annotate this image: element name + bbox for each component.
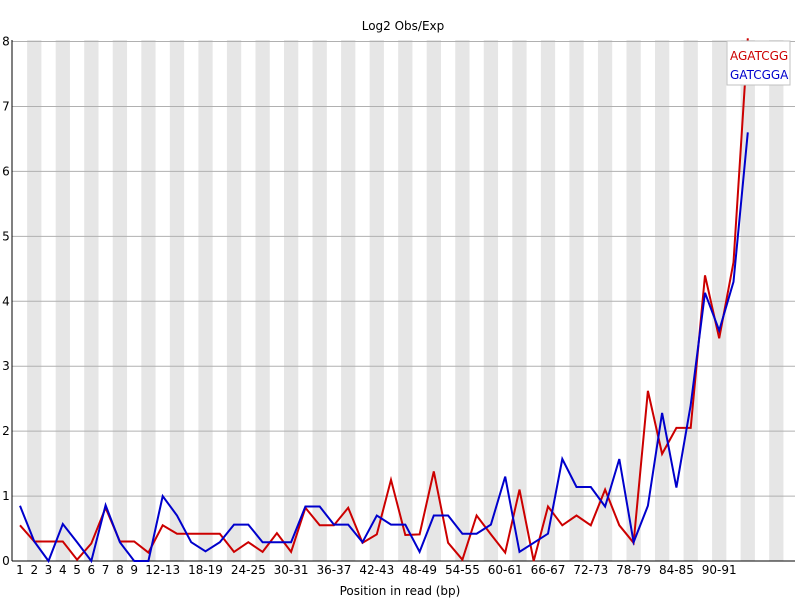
background-band xyxy=(341,40,356,561)
x-tick-label: 30-31 xyxy=(274,563,309,577)
x-tick-label: 3 xyxy=(45,563,53,577)
alternating-background-bands xyxy=(27,40,784,561)
background-band xyxy=(540,40,556,561)
x-tick-label: 54-55 xyxy=(445,563,480,577)
background-band xyxy=(369,40,384,561)
x-tick-label: 6 xyxy=(87,563,95,577)
background-band xyxy=(712,40,727,561)
x-axis-label: Position in read (bp) xyxy=(340,584,461,598)
background-band xyxy=(226,40,242,561)
series-lines xyxy=(19,38,749,564)
legend-entry-agatcgg: AGATCGG xyxy=(730,49,788,63)
x-tick-label: 4 xyxy=(59,563,67,577)
x-tick-label: 78-79 xyxy=(616,563,651,577)
series-line-agatcgg xyxy=(19,38,749,562)
x-tick-label: 18-19 xyxy=(188,563,223,577)
x-tick-labels: 1 2 3 4 5 6 7 8 9 12-13 18-19 24-25 30-31 36-37 42-43 4… xyxy=(16,563,736,577)
x-tick-label: 8 xyxy=(116,563,124,577)
background-band xyxy=(284,40,299,561)
y-tick-label: 7 xyxy=(2,99,10,113)
y-tick-label: 2 xyxy=(2,424,10,438)
background-band xyxy=(27,40,42,561)
legend-entry-gatcgga: GATCGGA xyxy=(730,68,789,82)
background-band xyxy=(141,40,156,561)
background-band xyxy=(512,40,527,561)
background-band xyxy=(426,40,441,561)
y-tick-label: 5 xyxy=(2,229,10,243)
legend: AGATCGG GATCGGA xyxy=(726,40,791,86)
background-band xyxy=(55,40,70,561)
background-band xyxy=(198,40,213,561)
y-tick-labels: 0 1 2 3 4 5 6 7 8 xyxy=(2,35,10,569)
background-band xyxy=(683,40,698,561)
background-band xyxy=(112,40,128,561)
background-band xyxy=(312,40,327,561)
background-band xyxy=(483,40,499,561)
x-tick-label: 5 xyxy=(73,563,81,577)
y-tick-label: 0 xyxy=(2,554,10,568)
y-tick-label: 4 xyxy=(2,294,10,308)
x-tick-label: 60-61 xyxy=(488,563,523,577)
background-band xyxy=(84,40,99,561)
background-band xyxy=(569,40,584,561)
horizontal-gridlines xyxy=(12,41,795,497)
x-tick-label: 1 xyxy=(16,563,24,577)
background-band xyxy=(255,40,270,561)
y-tick-label: 6 xyxy=(2,164,10,178)
x-tick-label: 7 xyxy=(102,563,110,577)
y-tick-label: 3 xyxy=(2,359,10,373)
background-band xyxy=(398,40,413,561)
x-tick-label: 90-91 xyxy=(702,563,737,577)
background-band xyxy=(769,40,784,561)
y-tick-label: 1 xyxy=(2,489,10,503)
background-band xyxy=(597,40,613,561)
x-tick-label: 66-67 xyxy=(531,563,566,577)
background-band xyxy=(169,40,185,561)
legend-box xyxy=(726,40,791,86)
x-tick-label: 36-37 xyxy=(316,563,351,577)
x-tick-label: 84-85 xyxy=(659,563,694,577)
x-tick-label: 9 xyxy=(130,563,138,577)
chart-title: Log2 Obs/Exp xyxy=(362,19,445,33)
x-tick-label: 12-13 xyxy=(145,563,180,577)
x-tick-label: 48-49 xyxy=(402,563,437,577)
background-band xyxy=(655,40,670,561)
background-band xyxy=(455,40,470,561)
series-line-gatcgga xyxy=(19,132,749,564)
x-tick-label: 24-25 xyxy=(231,563,266,577)
x-tick-label: 72-73 xyxy=(573,563,608,577)
y-tick-label: 8 xyxy=(2,35,10,49)
x-tick-label: 2 xyxy=(30,563,38,577)
x-tick-label: 42-43 xyxy=(359,563,394,577)
